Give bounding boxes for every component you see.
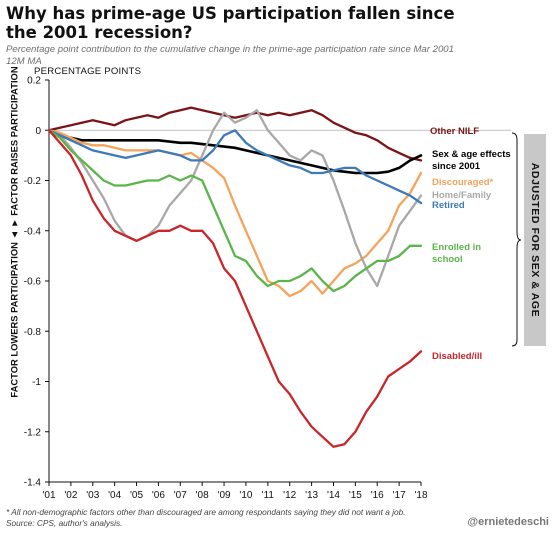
x-tick-label: '07 <box>174 490 187 501</box>
series-line-2 <box>47 129 423 298</box>
x-tick-label: '02 <box>64 490 77 501</box>
footnote: * All non-demographic factors other than… <box>6 507 446 528</box>
y-tick-label: -1.2 <box>24 427 42 438</box>
x-tick-label: '12 <box>283 490 296 501</box>
series-lines <box>47 106 423 448</box>
x-tick-label: '04 <box>108 490 121 501</box>
y-tick-label: 0.2 <box>27 76 41 87</box>
x-tick-label: '01 <box>42 490 55 501</box>
line-label: Sex & age effects <box>432 149 511 160</box>
line-label: school <box>432 254 463 265</box>
moving-average-note: 12M MA <box>6 56 42 67</box>
series-line-4 <box>47 129 423 205</box>
adjusted-label: ADJUSTED FOR SEX & AGE <box>529 162 541 318</box>
y-tick-label: -0.6 <box>24 277 42 288</box>
x-tick-label: '11 <box>262 490 275 501</box>
footnote-source: Source: CPS, author's analysis. <box>6 517 123 528</box>
line-label: Enrolled in <box>432 242 481 253</box>
y-tick-label: 0 <box>35 126 41 137</box>
series-line-3 <box>47 109 423 288</box>
y-tick-label: -0.8 <box>24 327 42 338</box>
y-tick-label: -1 <box>32 377 41 388</box>
line-label: since 2001 <box>432 161 481 172</box>
x-tick-label: '18 <box>414 490 427 501</box>
x-tick-label: '16 <box>371 490 384 501</box>
x-tick-label: '15 <box>349 490 362 501</box>
units-label: PERCENTAGE POINTS <box>34 66 142 77</box>
line-label: Discouraged* <box>432 177 494 188</box>
x-tick-label: '03 <box>86 490 99 501</box>
line-label: Retired <box>432 200 465 211</box>
line-label: Disabled/ill <box>432 351 482 362</box>
adjusted-bracket <box>511 132 522 347</box>
y-tick-label: -0.2 <box>24 176 42 187</box>
series-line-1 <box>47 129 423 175</box>
x-tick-label: '14 <box>327 490 340 501</box>
x-tick-label: '08 <box>196 490 209 501</box>
series-line-0 <box>47 106 423 162</box>
chart-subtitle: Percentage point contribution to the cum… <box>6 44 454 55</box>
y-tick-label: -0.4 <box>24 226 42 237</box>
x-tick-label: '09 <box>218 490 231 501</box>
line-label: Home/Family <box>432 190 492 201</box>
x-tick-label: '13 <box>305 490 318 501</box>
author-handle: @ernietedeschi <box>467 516 549 528</box>
x-tick-label: '05 <box>130 490 143 501</box>
chart-title: Why has prime-age US participation falle… <box>6 4 455 42</box>
series-line-6 <box>47 129 423 448</box>
line-label: Other NILF <box>430 126 479 137</box>
x-tick-label: '17 <box>393 490 406 501</box>
x-tick-label: '10 <box>239 490 252 501</box>
x-tick-label: '06 <box>152 490 165 501</box>
footnote-definition: * All non-demographic factors other than… <box>6 507 406 517</box>
series-line-5 <box>47 129 423 293</box>
y-tick-label: -1.4 <box>24 478 42 489</box>
adjusted-box <box>524 134 546 346</box>
axes: 0.2 0 -0.2 -0.4 -0.6 -0.8 -1 -1.2 -1.4'01 '02 '03 '… <box>24 76 511 501</box>
